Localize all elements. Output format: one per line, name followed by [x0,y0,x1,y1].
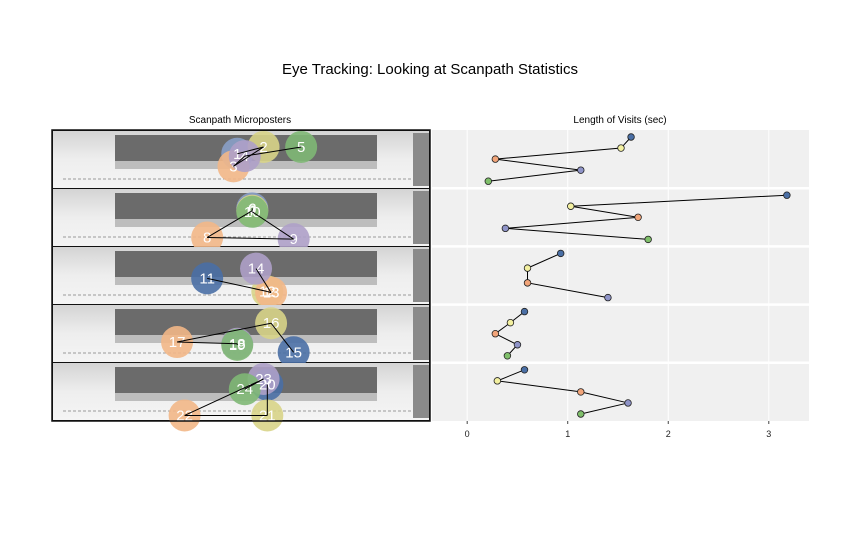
visit-point [556,249,565,258]
visit-point [634,213,642,221]
scanpath-segment [252,211,294,240]
visit-point [567,202,575,210]
visit-point [783,191,791,199]
microposters-border [51,129,431,422]
scanpath-segment [244,378,264,390]
screen-right-edge [413,191,429,244]
fixation-label: 24 [236,381,253,398]
fixation-label: 19 [229,337,246,354]
x-axis-ticks: 0 1 2 3 [465,421,771,439]
scanpath-segment [270,322,295,353]
visit-point [506,318,515,327]
visit-point [627,133,635,141]
visit-point [513,341,522,349]
scanpath-segment [184,378,264,416]
visits-panel-title: Length of Visits (sec) [573,115,666,126]
x-tick-label: 0 [465,429,470,439]
scanpath-segment [206,210,253,238]
fixation-label: 1 [233,146,241,163]
visit-point [503,352,512,360]
visit-point [520,307,529,316]
grid-lines [432,130,809,421]
visit-point [493,377,502,385]
scanpath-lines [233,146,302,167]
visit-point [577,388,585,396]
visit-path-line [527,252,609,299]
microposters-panel: 123456789101112131415161718192021222324 [51,129,431,432]
screen-right-edge [413,133,429,186]
visit-point [523,279,532,287]
micro-row-5: 2021222324 [53,362,429,432]
microposters-title: Scanpath Microposters [189,115,291,126]
scanpath-lines [206,208,294,240]
scanpath-segment [177,341,238,345]
fixation-label: 9 [289,231,297,248]
fixation-label: 13 [263,285,280,302]
fixation-label: 15 [285,344,302,361]
plot-background [432,130,809,421]
scanpath-segment [233,146,264,167]
visit-point [644,235,652,244]
x-tick-label: 2 [666,429,671,439]
visit-point [577,166,585,174]
x-tick-label: 3 [766,429,771,439]
scanpath-segment [244,146,302,157]
visit-point [484,177,492,185]
x-tick-label: 1 [565,429,570,439]
scanpath-segment [176,322,272,343]
visit-row-3 [523,249,612,302]
scanpath-segment [233,155,246,167]
visit-row-1 [484,133,635,185]
scanpath-segment [207,236,294,240]
visit-point [501,224,510,233]
visit-point [523,264,532,272]
scanpath-lines [207,268,272,294]
visit-point [604,293,612,302]
scanpath-segment [255,268,272,293]
scanpath-segment [207,277,268,292]
scanpath-segment [237,146,264,155]
screen-right-edge [413,249,429,302]
visit-point [577,410,585,418]
scanpath-lines [184,378,268,416]
screen-right-edge [413,365,429,418]
scanpath-lines [176,322,295,353]
visit-point [520,366,529,374]
screen-right-edge [413,307,429,360]
visit-lengths-panel: 0 1 2 3 [432,130,809,439]
visit-row-2 [501,191,791,244]
micro-row-2: 678910 [53,189,429,256]
fixation-label: 3 [229,158,237,175]
visit-row-5 [493,366,632,418]
visit-point [624,399,632,407]
visit-point [491,330,500,338]
visit-row-4 [491,307,529,360]
visit-point [617,144,625,152]
visit-point [491,155,500,163]
figure-title: Eye Tracking: Looking at Scanpath Statis… [282,61,578,78]
